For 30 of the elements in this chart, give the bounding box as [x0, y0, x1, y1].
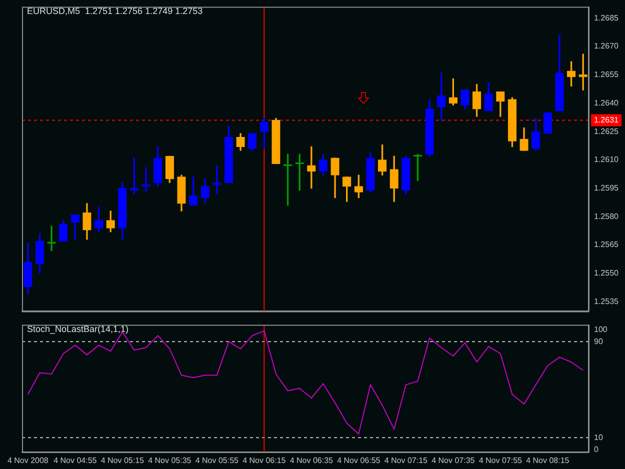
y-tick-label: 1.2625 [594, 126, 620, 136]
x-tick-label: 4 Nov 07:35 [432, 456, 476, 466]
y-tick-label: 1.2550 [594, 268, 620, 278]
x-tick-label: 4 Nov 05:15 [100, 456, 145, 466]
y-tick-label: 1.2670 [594, 42, 620, 51]
y-tick-label: 100 [594, 324, 608, 334]
x-tick-label: 4 Nov 05:35 [148, 456, 192, 466]
y-tick-label: 1.2580 [594, 212, 620, 221]
x-tick-label: 4 Nov 08:15 [526, 456, 570, 466]
y-tick-label: 1.2610 [594, 155, 620, 164]
x-tick-label: 4 Nov 05:55 [195, 456, 240, 466]
y-tick-label: 1.2685 [594, 13, 620, 22]
y-tick-label: 1.2535 [594, 296, 620, 306]
y-tick-label: 1.2565 [594, 240, 620, 250]
x-tick-label: 4 Nov 04:55 [54, 456, 98, 466]
y-tick-label: 1.2595 [594, 184, 620, 193]
x-tick-label: 4 Nov 07:55 [478, 456, 523, 466]
y-tick-label: 10 [594, 432, 604, 442]
x-tick-label: 4 Nov 07:15 [384, 456, 428, 466]
y-tick-label: 0 [594, 444, 599, 454]
ref-line-label: 1.2631 [594, 115, 620, 124]
x-tick-label: 4 Nov 06:55 [337, 456, 381, 466]
y-tick-label: 90 [594, 336, 604, 346]
chart-title: EURUSD,M5 1.2751 1.2756 1.2749 1.2753 [26, 6, 204, 17]
x-tick-label: 4 Nov 2008 [7, 456, 49, 466]
y-tick-label: 1.2640 [594, 98, 620, 108]
x-tick-label: 4 Nov 06:15 [242, 456, 286, 466]
chart-title: Stoch_NoLastBar(14,1,1) [26, 324, 130, 335]
y-tick-label: 1.2655 [594, 70, 620, 80]
x-tick-label: 4 Nov 06:35 [290, 456, 334, 466]
